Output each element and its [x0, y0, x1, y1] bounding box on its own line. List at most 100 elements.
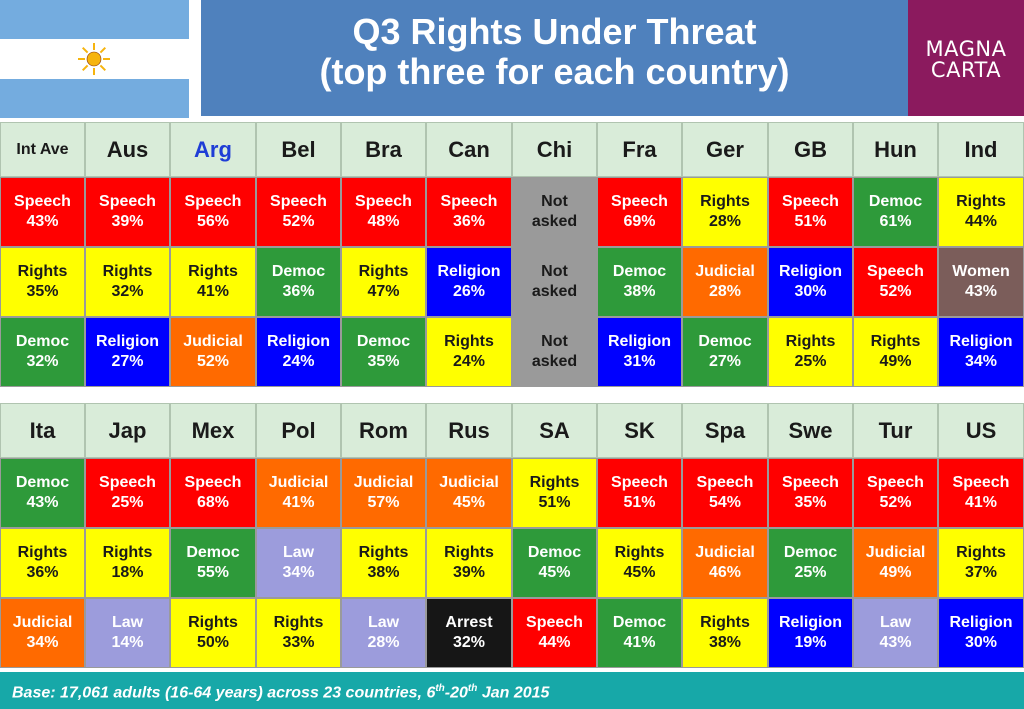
cell-label: Judicial	[268, 474, 329, 491]
cell-label: Judicial	[353, 474, 414, 491]
data-cell-int-ave-rank-1: Speech 43%	[0, 177, 85, 247]
header-cell-ita: Ita	[0, 403, 85, 458]
header-cell-ger: Ger	[682, 122, 768, 177]
cell-value: 28%	[708, 213, 742, 230]
data-cell-ind-rank-2: Women 43%	[938, 247, 1024, 317]
header-cell-int-ave: Int Ave	[0, 122, 85, 177]
cell-label: Rights	[102, 263, 153, 280]
cell-label: Democ	[15, 474, 70, 491]
data-cell-spa-rank-1: Speech 54%	[682, 458, 768, 528]
header-cell-swe: Swe	[768, 403, 853, 458]
data-cell-can-rank-2: Religion 26%	[426, 247, 512, 317]
cell-value: 44%	[538, 634, 571, 651]
cell-value: 38%	[623, 283, 656, 300]
cell-label: Democ	[186, 544, 240, 561]
header-cell-fra: Fra	[597, 122, 682, 177]
cell-value: 27%	[708, 353, 742, 370]
cell-value: 38%	[708, 634, 742, 651]
logo-text-carta: CARTA	[930, 58, 1002, 82]
header-cell-can: Can	[426, 122, 512, 177]
cell-value: 34%	[26, 634, 59, 651]
cell-label: Democ	[612, 614, 667, 631]
cell-label: Religion	[949, 614, 1013, 631]
header-cell-mex: Mex	[170, 403, 256, 458]
cell-label: Rights	[17, 263, 68, 280]
data-cell-us-rank-1: Speech 41%	[938, 458, 1024, 528]
data-cell-spa-rank-3: Rights 38%	[682, 598, 768, 668]
data-cell-rom-rank-2: Rights 38%	[341, 528, 426, 598]
data-cell-pol-rank-1: Judicial 41%	[256, 458, 341, 528]
cell-value: 43%	[964, 283, 998, 300]
cell-label: Speech	[526, 614, 583, 631]
data-cell-gb-rank-1: Speech 51%	[768, 177, 853, 247]
cell-label: Judicial	[865, 544, 926, 561]
cell-label: Not	[541, 193, 568, 210]
data-cell-ger-rank-3: Democ 27%	[682, 317, 768, 387]
footer: Base: 17,061 adults (16-64 years) across…	[0, 672, 1024, 709]
cell-value: 51%	[794, 213, 827, 230]
cell-value: 38%	[367, 564, 400, 581]
cell-value: 41%	[964, 494, 998, 511]
data-cell-tur-rank-2: Judicial 49%	[853, 528, 938, 598]
data-cell-chi-rank-2: Not asked	[512, 247, 597, 317]
cell-label: Rights	[17, 544, 68, 561]
cell-value: 26%	[452, 283, 486, 300]
cell-value: 24%	[282, 353, 315, 370]
cell-label: Religion	[266, 333, 331, 350]
cell-value: 49%	[879, 353, 912, 370]
cell-value: 35%	[367, 353, 400, 370]
cell-label: Rights	[444, 544, 494, 561]
cell-label: Democ	[271, 263, 326, 280]
cell-label: Rights	[956, 544, 1006, 561]
cell-label: Rights	[529, 474, 580, 491]
cell-label: Judicial	[695, 263, 755, 280]
cell-value: asked	[531, 353, 578, 370]
cell-value: 19%	[794, 634, 827, 651]
cell-value: 68%	[196, 494, 230, 511]
data-cell-bel-rank-1: Speech 52%	[256, 177, 341, 247]
cell-label: Speech	[99, 193, 156, 210]
cell-value: 41%	[623, 634, 656, 651]
cell-label: Democ	[15, 333, 70, 350]
cell-value: 44%	[964, 213, 998, 230]
cell-label: Democ	[698, 333, 752, 350]
cell-label: Speech	[952, 474, 1010, 491]
cell-label: Rights	[358, 544, 409, 561]
cell-value: 14%	[111, 634, 144, 651]
cell-value: 56%	[196, 213, 230, 230]
cell-value: 43%	[26, 213, 59, 230]
cell-label: Religion	[607, 333, 672, 350]
cell-value: 45%	[452, 494, 486, 511]
cell-value: 41%	[282, 494, 315, 511]
cell-label: Speech	[184, 474, 242, 491]
cell-value: 50%	[196, 634, 230, 651]
cell-value: 30%	[964, 634, 998, 651]
cell-value: 28%	[367, 634, 400, 651]
cell-label: Rights	[358, 263, 409, 280]
magna-carta-logo: MAGNA CARTA	[908, 0, 1024, 116]
data-cell-bra-rank-3: Democ 35%	[341, 317, 426, 387]
cell-value: 25%	[794, 564, 827, 581]
cell-label: Democ	[356, 333, 411, 350]
cell-value: 25%	[794, 353, 827, 370]
cell-value: 45%	[623, 564, 656, 581]
data-cell-jap-rank-1: Speech 25%	[85, 458, 170, 528]
cell-value: 32%	[26, 353, 59, 370]
header-cell-sk: SK	[597, 403, 682, 458]
chart-subtitle: (top three for each country)	[319, 51, 790, 92]
cell-label: Religion	[949, 333, 1013, 350]
header-cell-jap: Jap	[85, 403, 170, 458]
cell-value: 55%	[196, 564, 230, 581]
cell-value: 47%	[367, 283, 400, 300]
logo-text-magna: MAGNA	[925, 37, 1007, 61]
cell-label: Rights	[102, 544, 153, 561]
data-cell-tur-rank-3: Law 43%	[853, 598, 938, 668]
cell-value: 18%	[111, 564, 144, 581]
cell-value: 36%	[26, 564, 59, 581]
data-cell-arg-rank-1: Speech 56%	[170, 177, 256, 247]
cell-label: Rights	[444, 333, 494, 350]
header-cell-sa: SA	[512, 403, 597, 458]
data-cell-ger-rank-2: Judicial 28%	[682, 247, 768, 317]
cell-value: 31%	[623, 353, 656, 370]
cell-label: Speech	[440, 193, 498, 210]
